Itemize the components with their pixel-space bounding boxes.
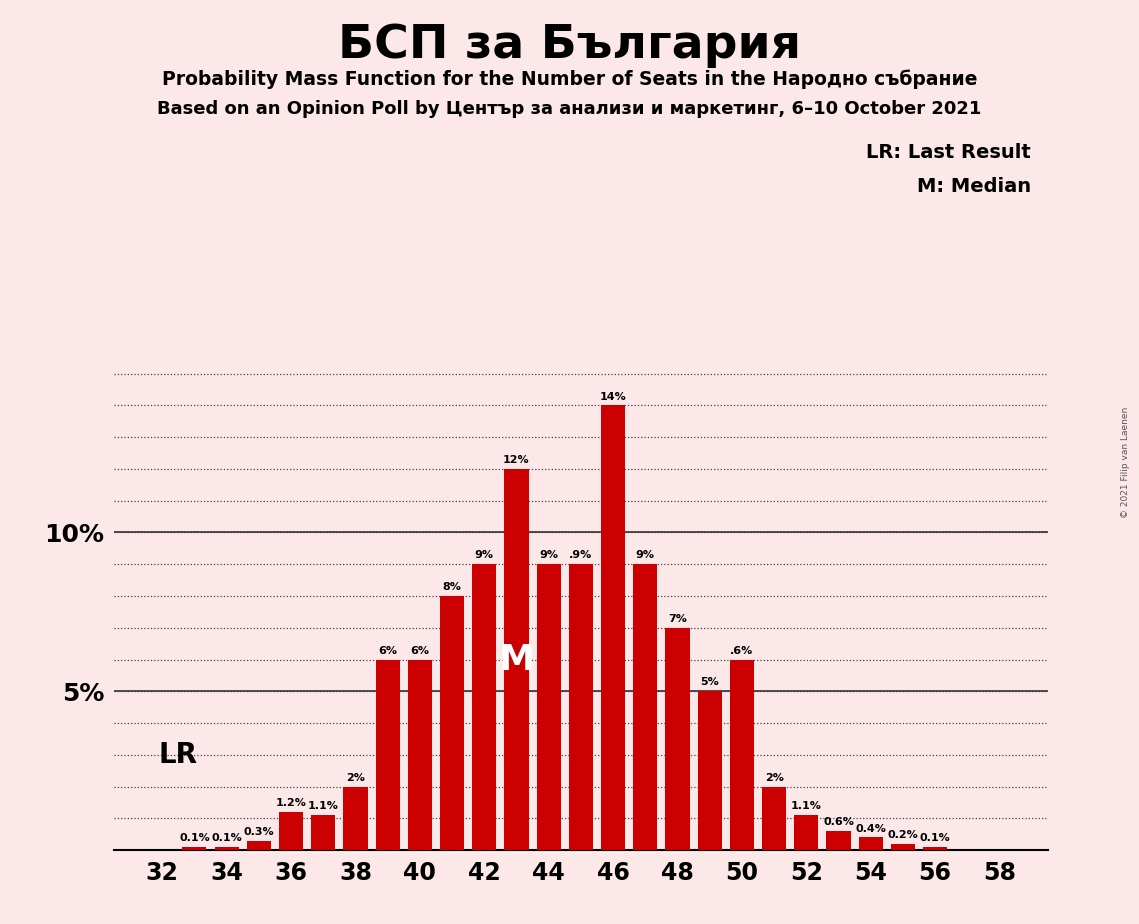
Text: 12%: 12% bbox=[503, 456, 530, 465]
Text: 14%: 14% bbox=[600, 392, 626, 402]
Text: 0.6%: 0.6% bbox=[823, 817, 854, 827]
Bar bbox=[182, 847, 206, 850]
Text: 6%: 6% bbox=[410, 646, 429, 656]
Text: 8%: 8% bbox=[443, 582, 461, 592]
Text: 2%: 2% bbox=[346, 772, 364, 783]
Bar bbox=[536, 565, 560, 850]
Text: 5%: 5% bbox=[700, 677, 719, 687]
Text: 6%: 6% bbox=[378, 646, 398, 656]
Text: .6%: .6% bbox=[730, 646, 754, 656]
Text: Based on an Opinion Poll by Център за анализи и маркетинг, 6–10 October 2021: Based on an Opinion Poll by Център за ан… bbox=[157, 100, 982, 117]
Bar bbox=[279, 812, 303, 850]
Bar bbox=[794, 815, 819, 850]
Text: M: Median: M: Median bbox=[917, 177, 1031, 197]
Bar bbox=[376, 660, 400, 850]
Text: 7%: 7% bbox=[669, 614, 687, 624]
Text: 0.1%: 0.1% bbox=[920, 833, 951, 843]
Bar bbox=[505, 469, 528, 850]
Text: 0.2%: 0.2% bbox=[887, 830, 918, 840]
Bar bbox=[568, 565, 593, 850]
Bar bbox=[633, 565, 657, 850]
Text: 0.4%: 0.4% bbox=[855, 823, 886, 833]
Bar bbox=[891, 844, 915, 850]
Text: LR: Last Result: LR: Last Result bbox=[866, 143, 1031, 163]
Text: 2%: 2% bbox=[764, 772, 784, 783]
Text: © 2021 Filip van Laenen: © 2021 Filip van Laenen bbox=[1121, 407, 1130, 517]
Bar bbox=[762, 786, 786, 850]
Text: Probability Mass Function for the Number of Seats in the Народно събрание: Probability Mass Function for the Number… bbox=[162, 69, 977, 89]
Bar bbox=[827, 831, 851, 850]
Text: 1.1%: 1.1% bbox=[790, 801, 821, 811]
Text: 0.1%: 0.1% bbox=[179, 833, 210, 843]
Bar bbox=[730, 660, 754, 850]
Bar bbox=[473, 565, 497, 850]
Text: 0.1%: 0.1% bbox=[211, 833, 241, 843]
Bar bbox=[408, 660, 432, 850]
Text: 1.2%: 1.2% bbox=[276, 798, 306, 808]
Bar bbox=[311, 815, 335, 850]
Text: 1.1%: 1.1% bbox=[308, 801, 338, 811]
Bar bbox=[665, 627, 689, 850]
Text: M: M bbox=[499, 642, 534, 676]
Text: LR: LR bbox=[158, 741, 198, 769]
Text: 9%: 9% bbox=[475, 551, 494, 560]
Bar bbox=[440, 596, 465, 850]
Text: .9%: .9% bbox=[570, 551, 592, 560]
Bar bbox=[923, 847, 948, 850]
Bar bbox=[343, 786, 368, 850]
Text: 9%: 9% bbox=[636, 551, 655, 560]
Bar bbox=[214, 847, 239, 850]
Text: БСП за България: БСП за България bbox=[338, 23, 801, 68]
Bar bbox=[697, 691, 722, 850]
Bar bbox=[859, 837, 883, 850]
Text: 9%: 9% bbox=[539, 551, 558, 560]
Bar bbox=[601, 406, 625, 850]
Text: 0.3%: 0.3% bbox=[244, 827, 274, 837]
Bar bbox=[247, 841, 271, 850]
